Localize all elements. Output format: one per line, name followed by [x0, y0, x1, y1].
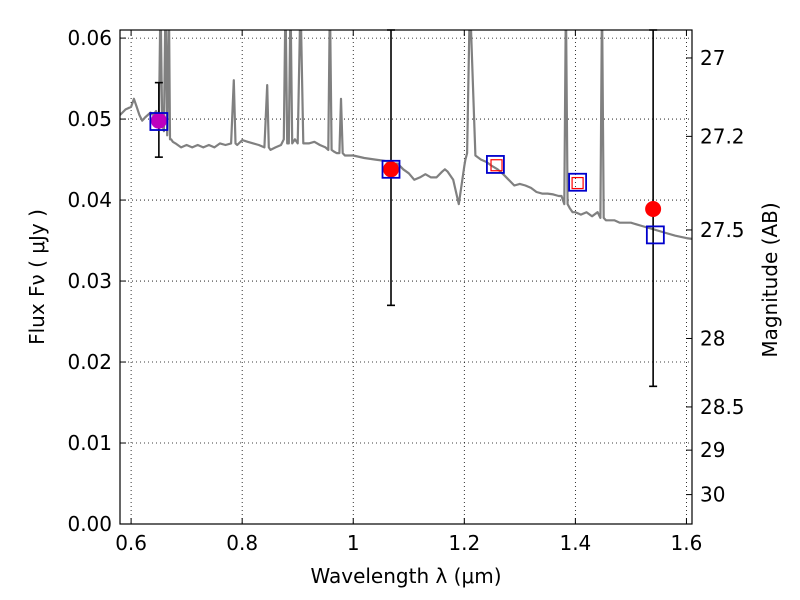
x-tick-label: 1.6: [671, 531, 703, 555]
axis-ticks: [120, 30, 692, 525]
observed-points-layer: [150, 112, 662, 217]
model-sed-line: [120, 30, 692, 240]
y-tick-label: 0.00: [67, 512, 112, 536]
right-tick-label: 27.2: [700, 124, 745, 148]
y-tick-label: 0.02: [67, 350, 112, 374]
x-tick-label: 1: [347, 531, 360, 555]
model-photometry-point: [149, 112, 169, 131]
y-tick-label: 0.01: [67, 431, 112, 455]
y-tick-label: 0.06: [67, 26, 112, 50]
y-axis-title: Flux Fν ( μJy ): [25, 209, 49, 345]
model-photometry-point: [381, 159, 401, 179]
right-tick-label: 27.5: [700, 218, 745, 242]
right-tick-labels: 27 27.2 27.5 28 28.5 29 30: [700, 46, 745, 507]
x-tick-labels: 0.6 0.8 1 1.2 1.4 1.6: [115, 531, 702, 555]
x-tick-label: 1.2: [448, 531, 480, 555]
y-tick-label: 0.03: [67, 269, 112, 293]
y-tick-label: 0.05: [67, 107, 112, 131]
right-tick-label: 29: [700, 438, 725, 462]
x-axis-title: Wavelength λ (μm): [310, 564, 501, 588]
model-photometry-point: [645, 225, 665, 245]
observed-point: [645, 200, 662, 217]
right-tick-label: 27: [700, 46, 725, 70]
model-photometry-layer: [149, 112, 665, 245]
plot-frame: [119, 29, 693, 525]
y-tick-label: 0.04: [67, 188, 112, 212]
red-square-marker: [571, 176, 584, 190]
x-tick-label: 0.6: [115, 531, 147, 555]
model-sed-layer: [120, 30, 692, 240]
observed-point: [150, 112, 167, 129]
x-tick-label: 0.8: [226, 531, 258, 555]
right-axis-title: Magnitude (AB): [758, 202, 782, 357]
red-squares-layer: [490, 159, 584, 190]
right-tick-label: 30: [700, 483, 725, 507]
plot-area: [120, 30, 692, 524]
right-tick-label: 28: [700, 326, 725, 350]
x-tick-label: 1.4: [559, 531, 591, 555]
observed-point: [383, 161, 400, 178]
model-photometry-point: [486, 155, 505, 174]
red-square-marker: [490, 159, 503, 172]
right-tick-label: 28.5: [700, 395, 745, 419]
model-photometry-point: [568, 172, 587, 192]
y-tick-labels: 0.00 0.01 0.02 0.03 0.04 0.05 0.06: [67, 26, 112, 536]
